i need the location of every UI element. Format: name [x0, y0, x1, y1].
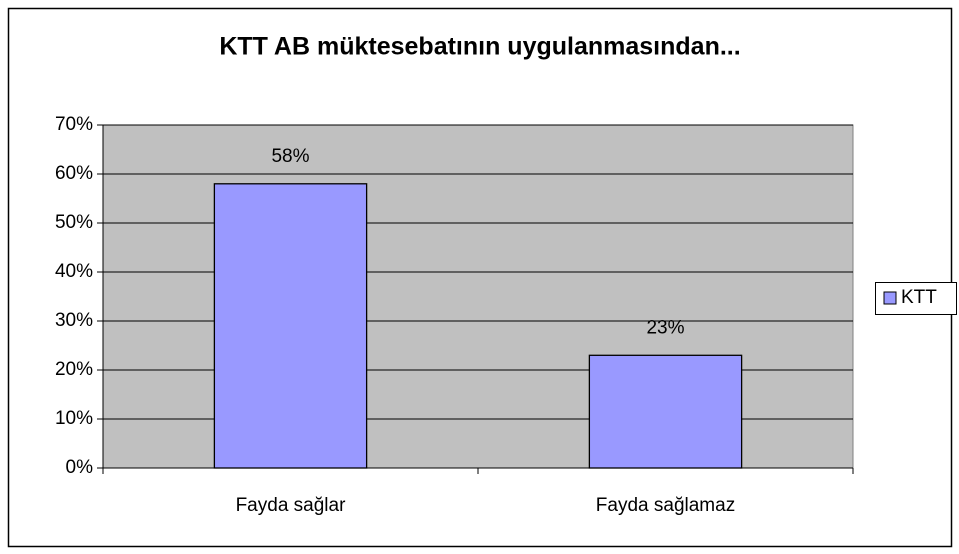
y-tick-label: 50% — [55, 212, 93, 233]
y-tick-label: 0% — [66, 457, 94, 478]
data-label: 23% — [646, 317, 684, 338]
data-label: 58% — [271, 146, 309, 167]
y-tick-label: 60% — [55, 163, 93, 184]
y-tick-label: 20% — [55, 359, 93, 380]
y-tick-label: 10% — [55, 408, 93, 429]
y-tick-label: 70% — [55, 114, 93, 135]
y-tick-label: 40% — [55, 261, 93, 282]
chart-title: KTT AB müktesebatının uygulanmasından... — [219, 33, 740, 61]
x-tick-label: Fayda sağlamaz — [596, 495, 735, 516]
y-tick-label: 30% — [55, 310, 93, 331]
legend-label: KTT — [901, 287, 937, 308]
bar — [213, 183, 368, 469]
bar — [588, 354, 743, 469]
legend-swatch — [883, 291, 897, 305]
x-tick-label: Fayda sağlar — [236, 495, 347, 516]
